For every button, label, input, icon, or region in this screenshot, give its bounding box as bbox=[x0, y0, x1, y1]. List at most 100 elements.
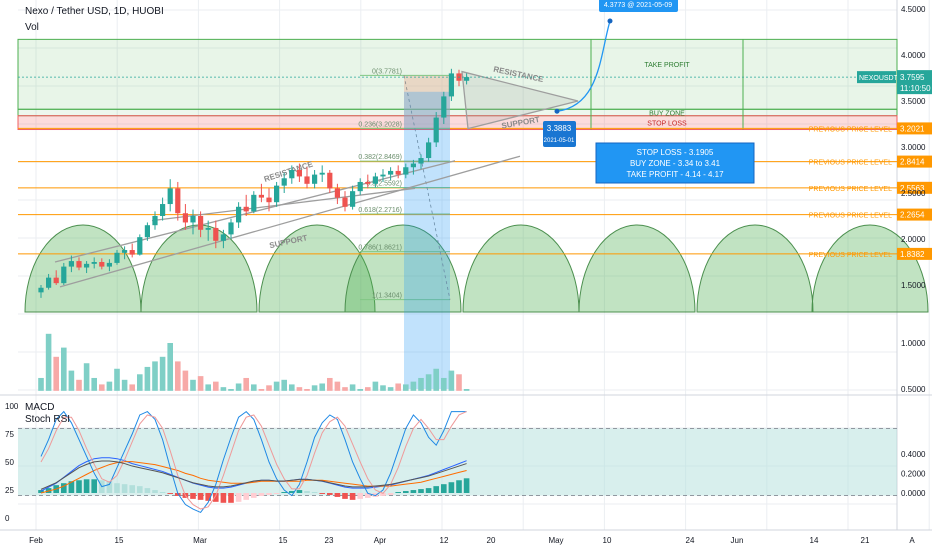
volume-bar bbox=[83, 363, 90, 391]
candle-body bbox=[388, 170, 394, 175]
volume-bar bbox=[403, 384, 409, 391]
symbol-title: Nexo / Tether USD, 1D, HUOBI bbox=[25, 6, 164, 17]
volume-bar bbox=[463, 389, 470, 391]
fib-level-label: 0.382(2.8469) bbox=[358, 154, 402, 161]
volume-bar bbox=[197, 376, 204, 391]
macd-axis-label: 0.4000 bbox=[901, 450, 926, 459]
volume-bar bbox=[349, 384, 356, 391]
candle-body bbox=[327, 172, 333, 189]
candle-body bbox=[365, 181, 371, 184]
candle-body bbox=[464, 77, 470, 81]
volume-bar bbox=[61, 347, 67, 391]
volume-bar bbox=[251, 384, 257, 391]
macd-hist-bar bbox=[205, 493, 211, 501]
candle-body bbox=[266, 197, 272, 203]
macd-hist-bar bbox=[441, 484, 447, 493]
macd-hist-bar bbox=[190, 493, 196, 499]
previous-level-tag-text: 1.8382 bbox=[900, 250, 925, 259]
macd-hist-bar bbox=[106, 481, 113, 493]
candles bbox=[38, 68, 470, 298]
candle-body bbox=[144, 225, 150, 238]
macd-hist-bar bbox=[243, 493, 249, 500]
candle-body bbox=[122, 250, 128, 253]
volume-bar bbox=[448, 370, 455, 391]
macd-hist-bar bbox=[304, 491, 310, 493]
previous-price-level-label: PREVIOUS PRICE LEVEL bbox=[809, 126, 892, 133]
volume-bar bbox=[45, 333, 52, 391]
candle-body bbox=[68, 261, 74, 267]
symbol-tag-text: NEXOUSDT bbox=[859, 75, 899, 82]
volume-bar bbox=[441, 377, 447, 391]
cycle-arc bbox=[24, 224, 142, 313]
previous-level-tag-text: 2.5563 bbox=[900, 184, 925, 193]
macd-hist-bar bbox=[83, 479, 90, 493]
macd-hist-bar bbox=[76, 480, 82, 493]
candle-body bbox=[76, 261, 82, 268]
macd-hist-bar bbox=[410, 490, 417, 493]
candle-body bbox=[243, 206, 249, 212]
volume-axis-label: 0.5000 bbox=[901, 385, 926, 394]
cycle-arc bbox=[696, 224, 814, 313]
macd-label: MACD bbox=[25, 402, 55, 413]
volume-axis-label: 1.0000 bbox=[901, 339, 926, 348]
volume-bar bbox=[334, 381, 341, 391]
volume-bar bbox=[342, 387, 348, 391]
price-axis-label: 1.5000 bbox=[901, 281, 926, 290]
fib-trend-line bbox=[403, 75, 451, 300]
take-profit-label: TAKE PROFIT bbox=[644, 62, 690, 69]
buy-zone bbox=[17, 108, 898, 117]
fib-level-label: 0.786(1.8621) bbox=[358, 245, 402, 252]
macd-hist-bar bbox=[213, 493, 219, 502]
stoch-axis-label: 0 bbox=[5, 514, 10, 523]
candle-body bbox=[319, 172, 325, 175]
macd-slow-line bbox=[40, 460, 467, 490]
time-axis-label: 14 bbox=[810, 536, 819, 545]
macd-hist-bar bbox=[38, 490, 44, 493]
candle-body bbox=[274, 185, 280, 203]
fib-top-cap bbox=[404, 75, 450, 91]
macd-hist-bar bbox=[342, 493, 348, 499]
price-axis-label: 4.0000 bbox=[901, 51, 926, 60]
macd-hist-bar bbox=[281, 492, 287, 493]
stop-loss-zone bbox=[17, 115, 898, 131]
volume-bar bbox=[243, 377, 249, 391]
previous-price-level-label: PREVIOUS PRICE LEVEL bbox=[809, 213, 892, 220]
macd-hist-bar bbox=[296, 490, 303, 493]
cycle-arc bbox=[344, 224, 462, 313]
previous-level-tag-text: 2.2654 bbox=[900, 211, 925, 220]
volume-bar bbox=[357, 389, 363, 391]
candle-body bbox=[84, 263, 90, 268]
fib-level-label: 1(1.3404) bbox=[372, 293, 402, 300]
candle-body bbox=[190, 216, 196, 223]
candle-body bbox=[205, 227, 211, 230]
triangle-pattern bbox=[461, 70, 579, 130]
candle-body bbox=[426, 142, 432, 159]
previous-level-tag bbox=[897, 155, 932, 168]
candle-body bbox=[213, 227, 219, 241]
macd-hist-bar bbox=[456, 480, 462, 493]
trade-plan-line: BUY ZONE - 3.34 to 3.41 bbox=[630, 159, 721, 168]
time-axis-label: May bbox=[548, 536, 563, 545]
candle-body bbox=[258, 194, 264, 198]
macd-hist-bar bbox=[121, 484, 128, 493]
candle-body bbox=[129, 250, 135, 255]
previous-level-tag bbox=[897, 122, 932, 135]
volume-bar bbox=[152, 361, 158, 391]
macd-hist-bar bbox=[129, 485, 135, 493]
volume-bar bbox=[213, 381, 219, 391]
date-range-highlight bbox=[404, 91, 450, 390]
volume-label: Vol bbox=[25, 22, 39, 33]
price-axis-label: 2.5000 bbox=[901, 189, 926, 198]
volume-bar bbox=[114, 368, 120, 391]
candle-body bbox=[296, 170, 302, 177]
macd-axis-label: 0.0000 bbox=[901, 489, 926, 498]
volume-bar bbox=[76, 379, 82, 391]
entry-callout-box bbox=[543, 121, 576, 147]
macd-hist-bar bbox=[289, 491, 295, 493]
macd-hist-bar bbox=[220, 493, 227, 503]
macd-hist-bar bbox=[380, 493, 386, 496]
volume-bar bbox=[380, 385, 386, 391]
countdown-timer: 11:10:50 bbox=[900, 84, 931, 93]
volume-bar bbox=[137, 374, 143, 391]
